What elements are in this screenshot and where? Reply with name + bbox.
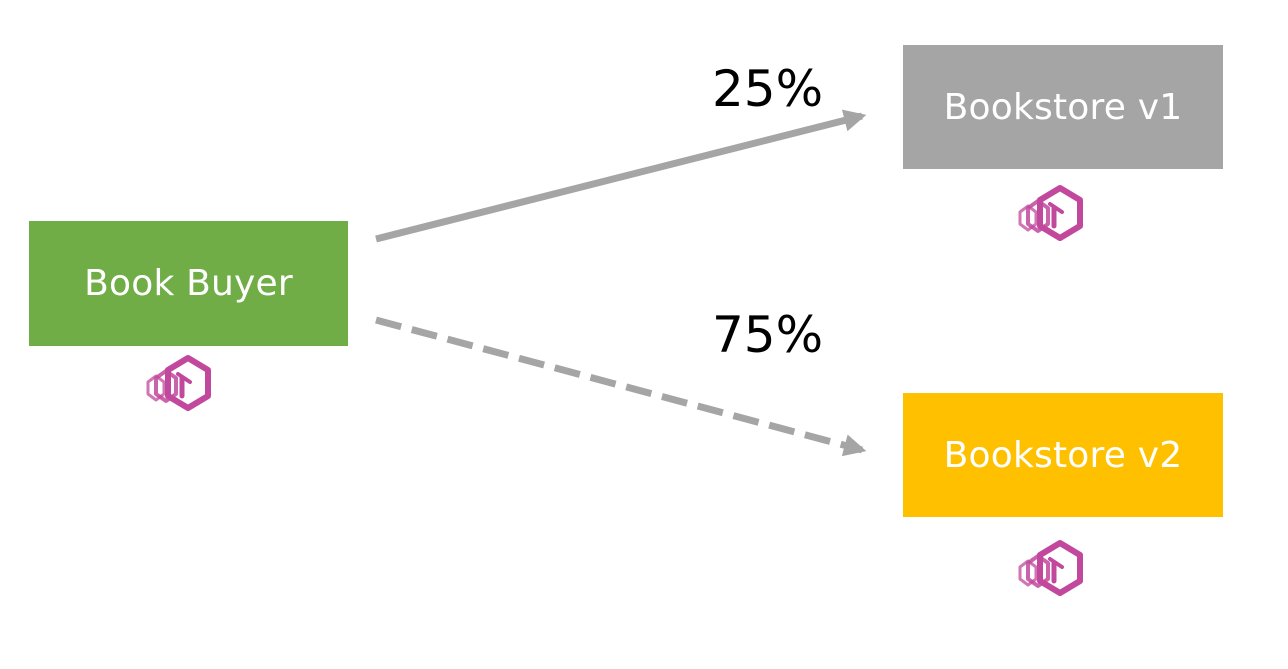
envoy-proxy-icon bbox=[1018, 540, 1083, 596]
edge-to-bookstore-v2 bbox=[375, 316, 867, 457]
v2-traffic-percentage: 75% bbox=[712, 306, 824, 364]
envoy-proxy-icon bbox=[1018, 185, 1083, 241]
envoy-proxy-icon bbox=[146, 355, 211, 411]
v1-traffic-percentage: 25% bbox=[712, 60, 824, 118]
bookstore-v2-label: Bookstore v2 bbox=[943, 434, 1183, 476]
bookstore-v1-node: Bookstore v1 bbox=[903, 45, 1223, 169]
edge-to-bookstore-v1 bbox=[375, 109, 867, 243]
bookstore-v1-label: Bookstore v1 bbox=[943, 86, 1183, 128]
book-buyer-node: Book Buyer bbox=[29, 221, 348, 346]
book-buyer-label: Book Buyer bbox=[84, 263, 293, 304]
bookstore-v2-node: Bookstore v2 bbox=[903, 393, 1223, 517]
